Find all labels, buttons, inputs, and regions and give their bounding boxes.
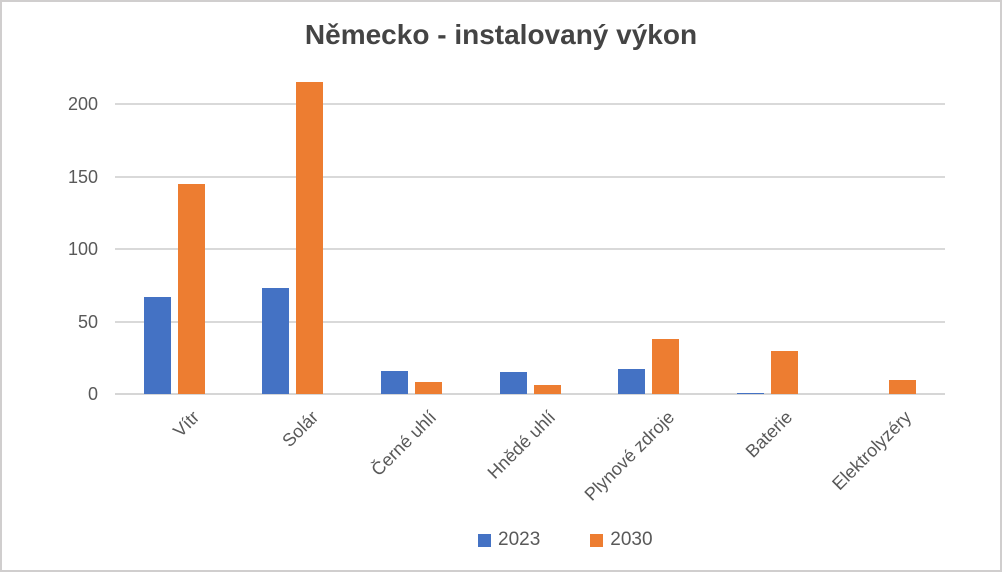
bar-2023-plynove-zdroje (618, 369, 646, 394)
x-axis-category-label-baterie: Baterie (741, 407, 797, 462)
bar-2023-vitr (143, 296, 171, 394)
x-axis-category-label-elektrolyzery: Elektrolyzéry (827, 407, 915, 494)
bar-2023-baterie (736, 392, 764, 394)
legend-swatch-icon-2023 (478, 533, 491, 547)
bar-group-cerne-uhli (352, 75, 471, 394)
legend-swatch-icon-2030 (590, 533, 604, 547)
bar-2023-cerne-uhli (380, 370, 408, 394)
x-axis-category-label-plynove-zdroje: Plynové zdroje (580, 407, 678, 505)
bar-group-vitr (115, 75, 234, 394)
y-axis-tick-label-0: 0 (87, 384, 98, 404)
bar-group-solar (234, 75, 353, 394)
plot-area (115, 75, 945, 395)
bar-2030-solar (296, 82, 324, 394)
legend-item-2030: 2030 (590, 529, 653, 551)
bar-group-elektrolyzery (826, 75, 945, 394)
x-axis-category-label-cerne-uhli: Černé uhlí (367, 407, 441, 480)
bar-2030-baterie (770, 350, 798, 394)
bar-groups (115, 75, 945, 394)
y-axis-tick-label-50: 50 (77, 311, 98, 332)
bar-2030-hnede-uhli (533, 385, 561, 394)
gridline-150 (115, 175, 945, 178)
y-axis-tick-label-200: 200 (67, 94, 98, 114)
bar-2030-vitr (177, 183, 205, 394)
legend-label-2030: 2030 (610, 529, 653, 550)
bar-2030-plynove-zdroje (652, 338, 680, 394)
bar-2030-elektrolyzery (889, 379, 917, 394)
gridline-100 (115, 248, 945, 250)
bar-group-hnede-uhli (471, 75, 590, 394)
legend-item-2023: 2023 (478, 529, 540, 551)
chart-title: Německo - instalovaný výkon (304, 19, 698, 50)
legend-label-2023: 2023 (498, 529, 541, 550)
y-axis-tick-label-100: 100 (67, 239, 98, 259)
x-axis-category-label-vitr: Vítr (169, 407, 204, 441)
legend: 2023 2030 (478, 529, 653, 551)
bar-group-baterie (708, 75, 827, 394)
bar-2023-hnede-uhli (499, 372, 527, 394)
gridline-200 (115, 103, 945, 105)
y-axis-tick-label-150: 150 (67, 166, 98, 187)
x-axis-line (115, 393, 945, 395)
x-axis-category-label-hnede-uhli: Hnědé uhlí (483, 407, 560, 483)
x-axis-category-label-solar: Solár (278, 407, 323, 451)
bar-group-plynove-zdroje (589, 75, 708, 394)
bar-2030-cerne-uhli (414, 382, 442, 394)
gridline-50 (115, 320, 945, 323)
bar-2023-solar (262, 288, 290, 394)
